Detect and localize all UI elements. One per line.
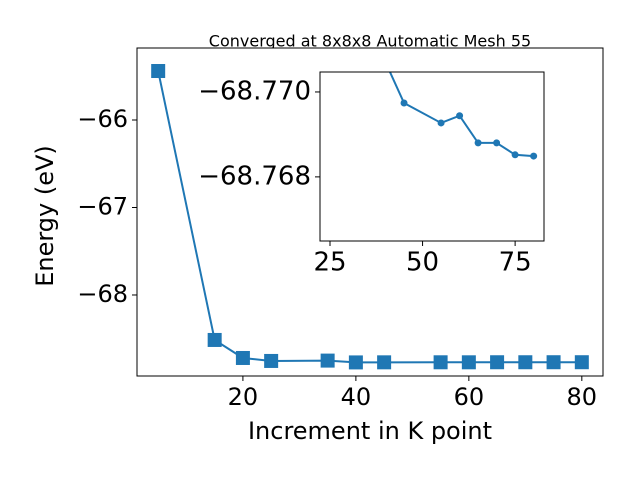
data-point xyxy=(490,355,505,370)
data-point xyxy=(207,332,222,347)
plot-area xyxy=(320,72,544,241)
data-point xyxy=(151,64,166,79)
chart-title: Converged at 8x8x8 Automatic Mesh 55 xyxy=(209,32,531,51)
data-point xyxy=(461,355,476,370)
data-point xyxy=(456,112,464,120)
x-tick-label: 75 xyxy=(499,248,532,278)
data-point xyxy=(546,355,561,370)
data-point xyxy=(320,353,335,368)
data-point xyxy=(474,139,482,147)
data-point xyxy=(264,353,279,368)
y-tick-label: −68.768 xyxy=(198,161,311,191)
x-tick-label: 20 xyxy=(228,383,259,411)
y-tick-label: −66 xyxy=(77,105,128,133)
x-tick-label: 80 xyxy=(567,383,598,411)
x-tick-label: 25 xyxy=(313,248,346,278)
data-point xyxy=(437,119,445,127)
axes-frame xyxy=(136,47,604,377)
data-point xyxy=(574,355,589,370)
data-point xyxy=(235,350,250,365)
data-point xyxy=(433,355,448,370)
x-axis-label: Increment in K point xyxy=(248,417,492,445)
data-point xyxy=(377,355,392,370)
y-tick-label: −68 xyxy=(77,280,128,308)
y-axis-label: Energy (eV) xyxy=(31,145,59,287)
data-point xyxy=(400,99,408,107)
axes-frame xyxy=(319,71,545,242)
data-point xyxy=(530,152,538,160)
x-tick-label: 60 xyxy=(454,383,485,411)
data-point xyxy=(493,139,501,147)
data-point xyxy=(518,355,533,370)
data-point xyxy=(511,151,519,159)
x-tick-label: 50 xyxy=(406,248,439,278)
y-tick-label: −67 xyxy=(77,192,128,220)
x-tick-label: 40 xyxy=(341,383,372,411)
plot-layer xyxy=(388,72,538,160)
plot-layer xyxy=(151,64,589,370)
y-tick-label: −68.770 xyxy=(198,76,311,106)
data-point xyxy=(348,355,363,370)
